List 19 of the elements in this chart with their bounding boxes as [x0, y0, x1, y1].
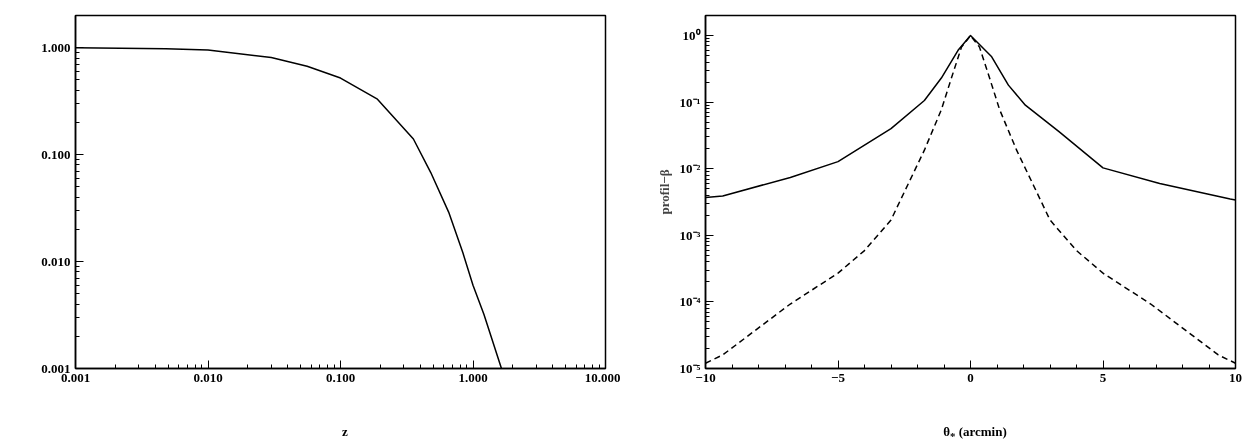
x-tick-label: 0 — [967, 369, 974, 385]
y-tick-label: 10⁻² — [679, 161, 701, 177]
y-tick-label: 0.100 — [41, 146, 71, 162]
x-axis-title: z — [342, 423, 348, 441]
x-axis-title: θ$_{*}$ (arcmin) — [943, 423, 1007, 444]
x-tick-label: 5 — [1099, 369, 1107, 385]
y-axis-title: profil−β — [656, 169, 672, 215]
y-tick-label: 10⁻⁴ — [679, 294, 701, 310]
x-tick-label: 1.000 — [458, 369, 488, 385]
y-tick-label: 10⁻¹ — [679, 94, 701, 110]
x-tick-label: 0.010 — [193, 369, 223, 385]
x-tick-label: 0.100 — [325, 369, 356, 385]
y-tick-label: 0.010 — [41, 253, 71, 269]
y-tick-label: 1.000 — [41, 39, 71, 55]
y-tick-label: 10⁰ — [682, 28, 701, 44]
x-tick-label: 10 — [1229, 369, 1242, 385]
x-tick-label: −5 — [831, 369, 846, 385]
x-tick-label: 10.000 — [584, 369, 621, 385]
y-tick-label: 10⁻³ — [679, 227, 701, 243]
